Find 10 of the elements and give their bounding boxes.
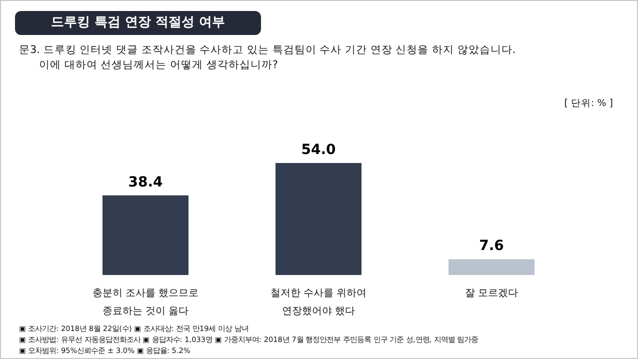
data-label: 7.6 — [479, 238, 504, 254]
text: [ 단위: % ] — [564, 97, 613, 110]
chart-subtitle: 문3. 드루킹 인터넷 댓글 조작사건을 수사하고 있는 특검팀이 수사 기간 연장 신청을 하지 않았습니다. — [19, 43, 516, 57]
data-label: 54.0 — [301, 142, 336, 158]
x-tick-label: 충분히 조사를 했으므로 종료하는 것이 옳다 — [91, 287, 200, 319]
x-tick-label: 잘 모르겠다 — [464, 287, 520, 301]
data-label: 38.4 — [128, 174, 164, 190]
text: 이에 대하여 선생님께서는 어떻게 생각하십니까? — [39, 58, 278, 72]
x-tick-label: 철저한 수사를 위하여 연장했어야 했다 — [269, 287, 368, 319]
chart-title: 드루킹 특검 연장 적절성 여부 — [15, 11, 261, 35]
